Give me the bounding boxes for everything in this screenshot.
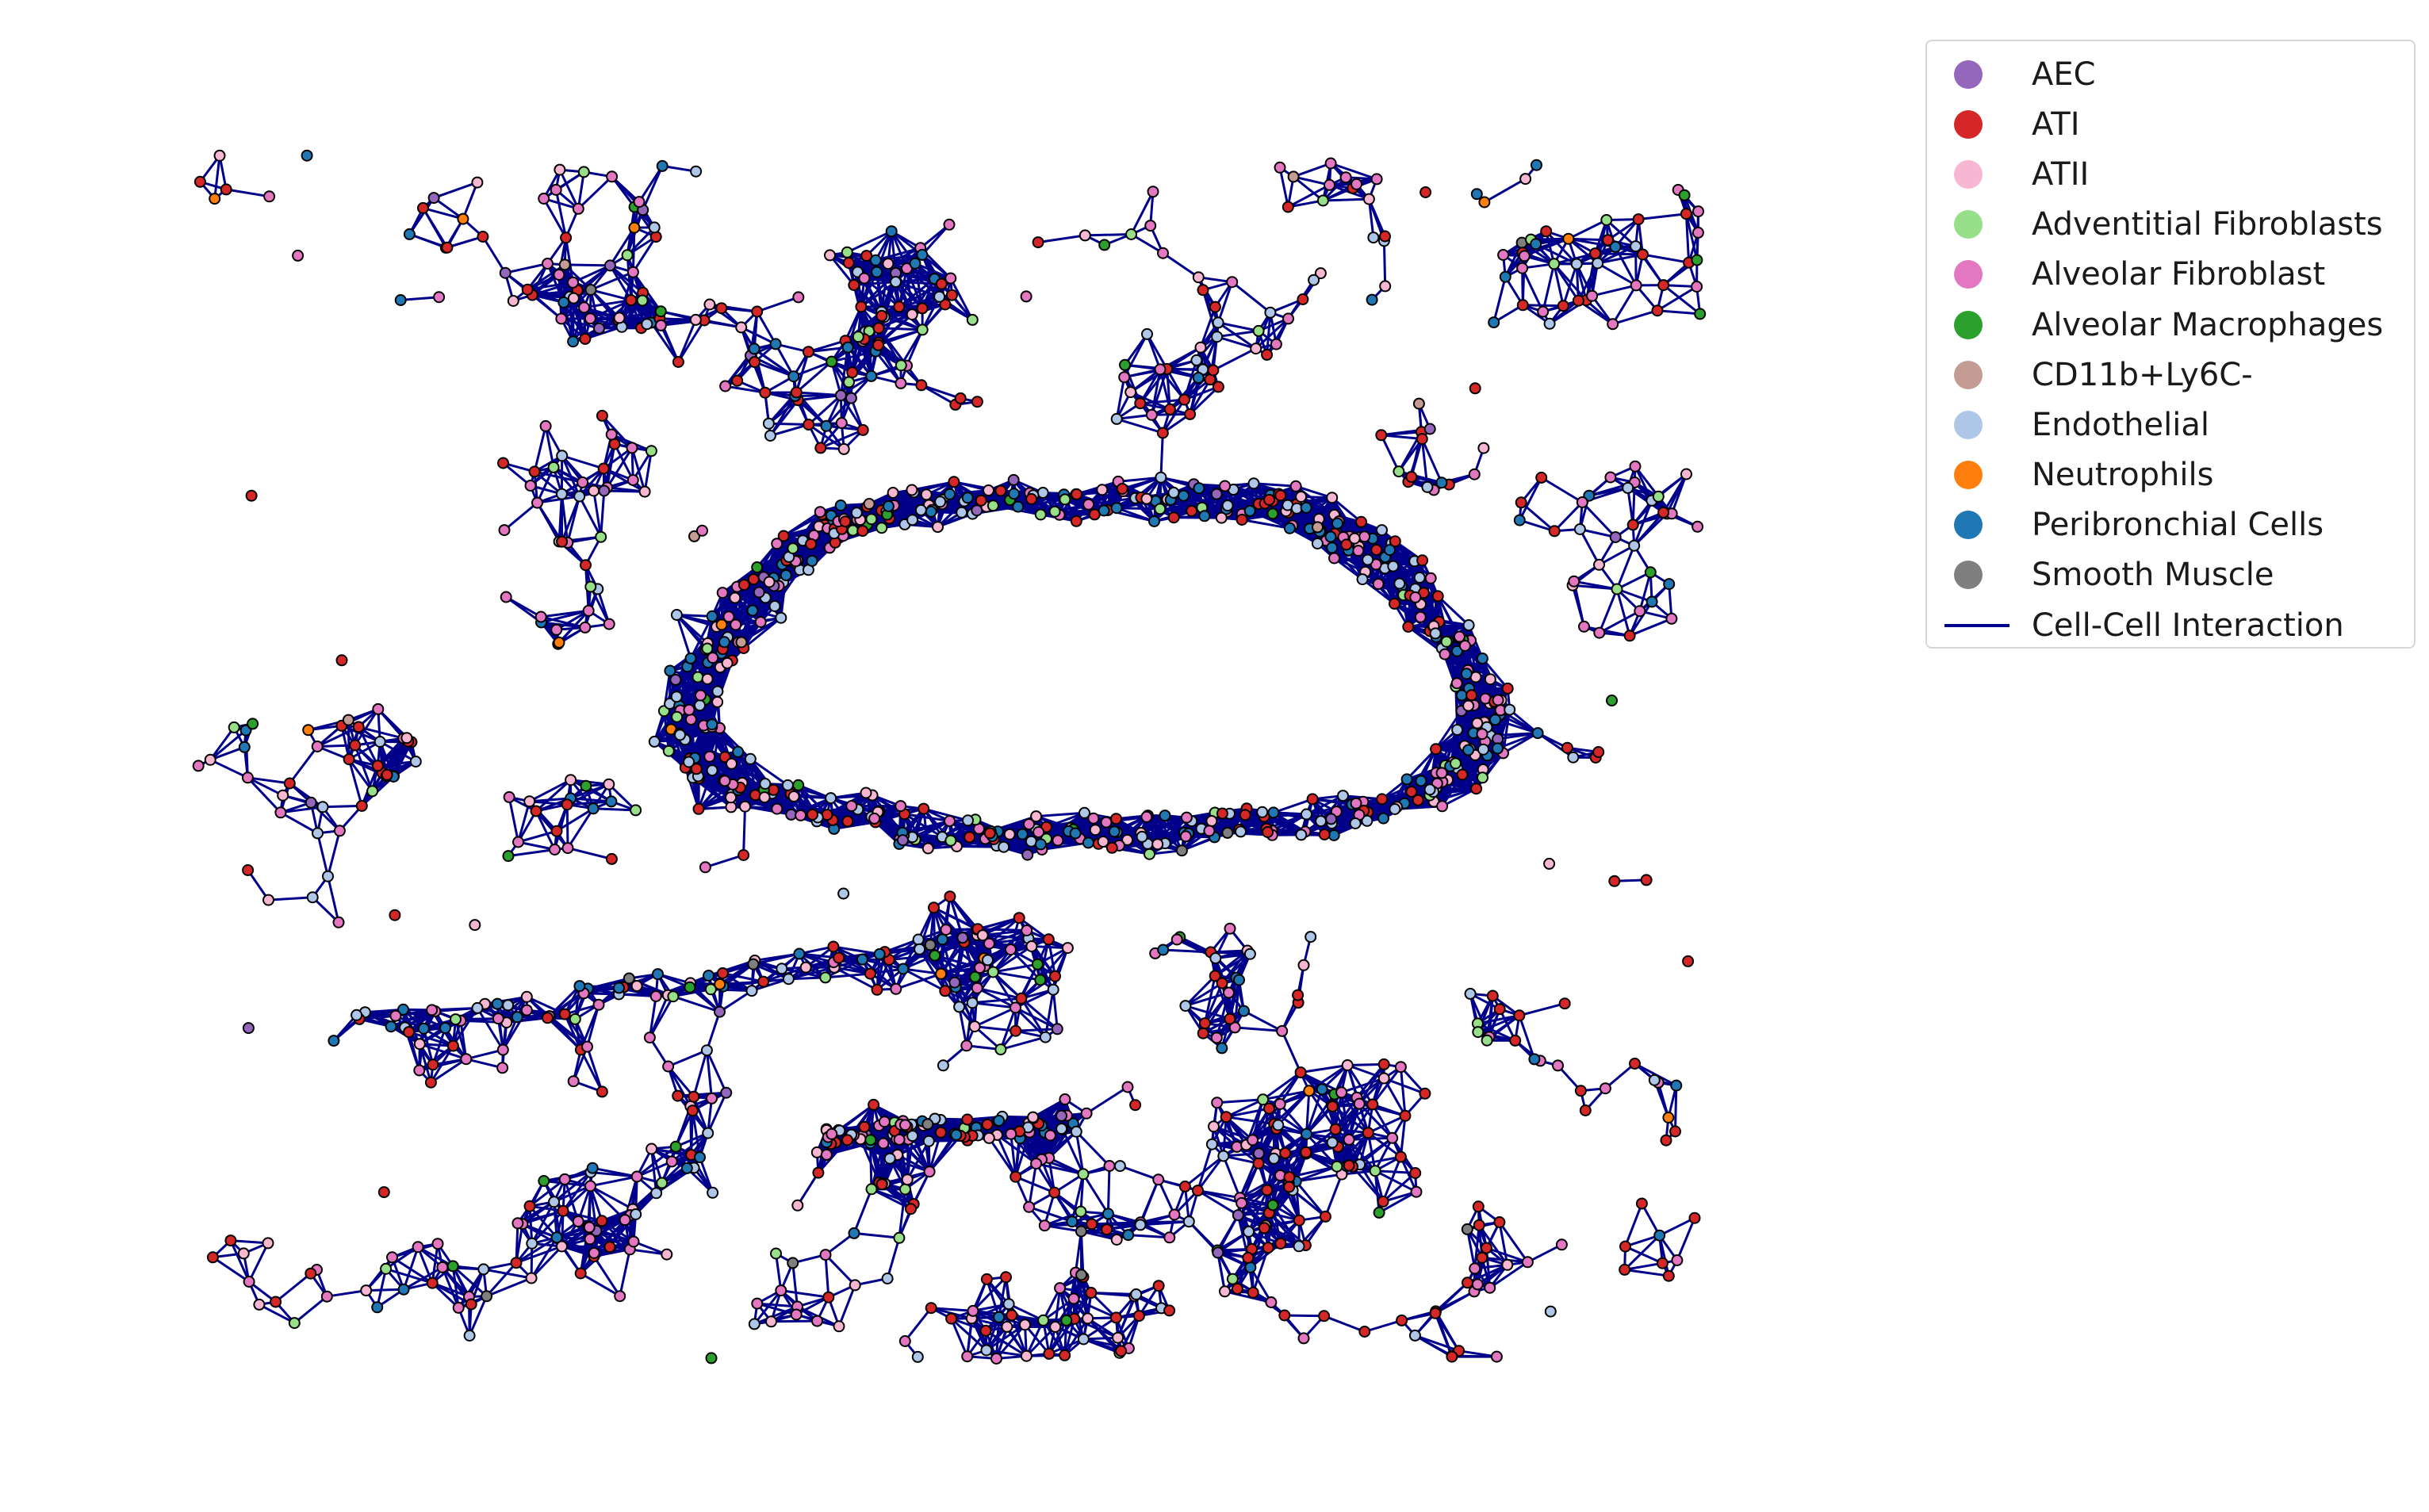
- interaction-edge: [1406, 748, 1437, 780]
- interaction-edge: [922, 808, 929, 849]
- interaction-edge: [1495, 718, 1538, 735]
- interaction-edge: [695, 727, 721, 770]
- interaction-edge: [1435, 710, 1463, 750]
- interaction-edge: [1163, 814, 1183, 852]
- interaction-edge: [903, 813, 943, 838]
- interaction-edge: [697, 770, 714, 810]
- interaction-edge: [737, 751, 766, 785]
- interaction-edge: [1441, 787, 1477, 808]
- interaction-edge: [1508, 708, 1539, 734]
- interaction-edge: [697, 779, 726, 810]
- interaction-edge: [904, 813, 950, 822]
- interaction-edge: [742, 806, 746, 856]
- interaction-edge: [1497, 732, 1538, 741]
- interaction-edge: [797, 784, 829, 816]
- interaction-edge: [1435, 722, 1478, 751]
- interaction-edge: [923, 807, 968, 822]
- interaction-edge: [1273, 798, 1313, 814]
- interaction-edge: [749, 758, 789, 787]
- interaction-edge: [1481, 657, 1509, 690]
- interaction-edge: [711, 728, 721, 771]
- interaction-edge: [1036, 811, 1085, 818]
- interaction-edge: [1381, 779, 1422, 801]
